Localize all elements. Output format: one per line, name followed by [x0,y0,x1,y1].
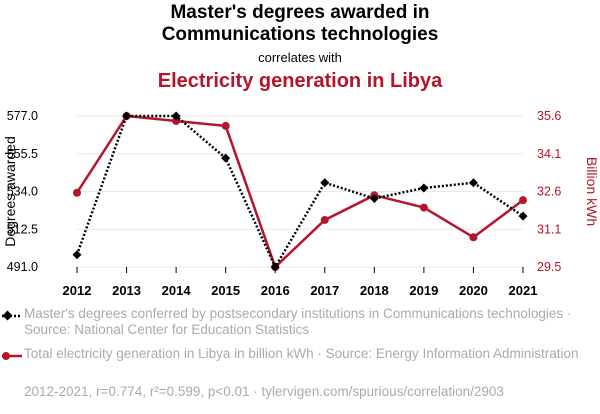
y-right-tick-label: 35.6 [537,109,561,123]
series1-point [122,111,132,121]
x-tick-label: 2014 [162,283,192,298]
series1-point [518,211,528,221]
x-tick-label: 2018 [360,283,389,298]
series2-line [75,114,524,270]
series1-point [171,111,181,121]
y-left-tick-label: 491.0 [7,260,38,274]
x-tick-label: 2019 [409,283,438,298]
legend-marker-series1 [2,310,22,321]
series2-point [419,203,428,212]
y-right-tick-label: 32.6 [537,185,561,199]
correlation-chart: 491.0 512.5 534.0 555.5 577.0 29.5 31.1 32.6 34.… [2,109,600,298]
y-left-tick-label: 555.5 [7,147,38,161]
footer-stats: 2012-2021, r=0.774, r²=0.599, p<0.01 · t… [24,384,504,399]
y-left-tick-label: 577.0 [7,109,38,123]
y-right-axis-title: Billion kWh [584,157,600,226]
series1-point [270,262,280,272]
x-tick-label: 2020 [459,283,488,298]
chart-title-line-2: Communications technologies [161,24,439,45]
x-tick-label: 2021 [509,283,538,298]
correlates-with-text: correlates with [258,50,342,65]
series1-point [72,250,82,260]
y-right-tick-label: 34.1 [537,147,561,161]
series1-point [320,178,330,188]
x-tick-label: 2015 [211,283,240,298]
legend-series2: Total electricity generation in Libya in… [24,346,579,361]
y-right-tick-label: 29.5 [537,260,561,274]
series2-point [73,188,81,197]
series2-point [469,233,478,242]
chart-title-secondary: Electricity generation in Libya [157,70,443,92]
series1-line [75,114,524,270]
series1-point [468,178,478,188]
y-right-tick-label: 31.1 [537,222,561,236]
x-tick-label: 2013 [112,283,141,298]
legend-series1: Master's degrees conferred by postsecond… [24,306,572,337]
chart-title-line-1: Master's degrees awarded in [170,2,430,23]
y-left-tick-label: 534.0 [7,185,38,199]
y-left-axis-title: Degrees awarded [2,136,18,247]
x-tick-label: 2017 [310,283,339,298]
series1-point [419,183,429,193]
series1-point [369,194,379,204]
series1-point [221,153,231,163]
legend-marker-series2 [2,352,22,360]
x-tick-label: 2016 [261,283,290,298]
x-tick-label: 2012 [63,283,92,298]
y-left-tick-label: 512.5 [7,222,38,236]
series2-point [519,196,527,205]
series2-point [320,215,329,224]
series2-point [221,121,230,130]
